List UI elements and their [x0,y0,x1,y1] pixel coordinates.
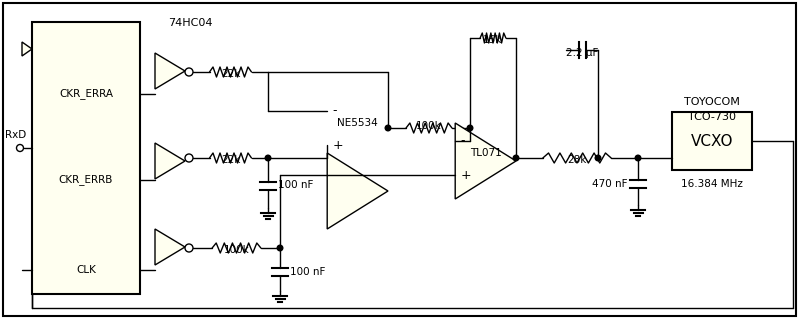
Polygon shape [155,143,185,179]
Text: CLK: CLK [76,265,96,275]
Text: 100 nF: 100 nF [290,267,325,277]
Text: +: + [332,138,343,152]
Text: 100k: 100k [224,245,249,255]
Text: TOYOCOM: TOYOCOM [684,97,740,107]
Text: -: - [460,134,465,147]
Circle shape [595,155,601,161]
Circle shape [185,244,193,252]
Circle shape [185,154,193,162]
Text: 28k: 28k [567,155,586,165]
Text: 100k: 100k [416,121,442,131]
Polygon shape [455,123,516,199]
Circle shape [17,145,23,152]
Polygon shape [22,42,32,56]
Text: RxD: RxD [5,130,26,140]
Text: 22k: 22k [221,155,240,165]
Polygon shape [155,53,185,89]
Polygon shape [155,229,185,265]
Bar [672,112,752,170]
Text: NE5534: NE5534 [337,118,378,128]
Text: CKR_ERRB: CKR_ERRB [59,174,113,185]
Text: 15k: 15k [483,35,503,45]
Circle shape [185,68,193,76]
Text: 74HC04: 74HC04 [168,18,213,28]
Circle shape [385,125,391,131]
Circle shape [467,125,473,131]
Text: 22k: 22k [221,69,240,79]
Text: 2.2 μF: 2.2 μF [566,48,598,58]
Text: +: + [460,169,471,182]
Text: TCO-730: TCO-730 [688,112,736,122]
Text: TL071: TL071 [470,148,502,158]
Polygon shape [328,153,388,229]
Circle shape [513,155,519,161]
Text: VCXO: VCXO [691,133,733,149]
Text: 100 nF: 100 nF [278,181,313,190]
Circle shape [277,245,283,251]
Bar [32,22,140,294]
Text: CKR_ERRA: CKR_ERRA [59,89,113,100]
Text: 470 nF: 470 nF [593,179,628,189]
Text: 16.384 MHz: 16.384 MHz [681,179,743,189]
Circle shape [635,155,641,161]
Circle shape [265,155,271,161]
Text: -: - [332,104,336,117]
